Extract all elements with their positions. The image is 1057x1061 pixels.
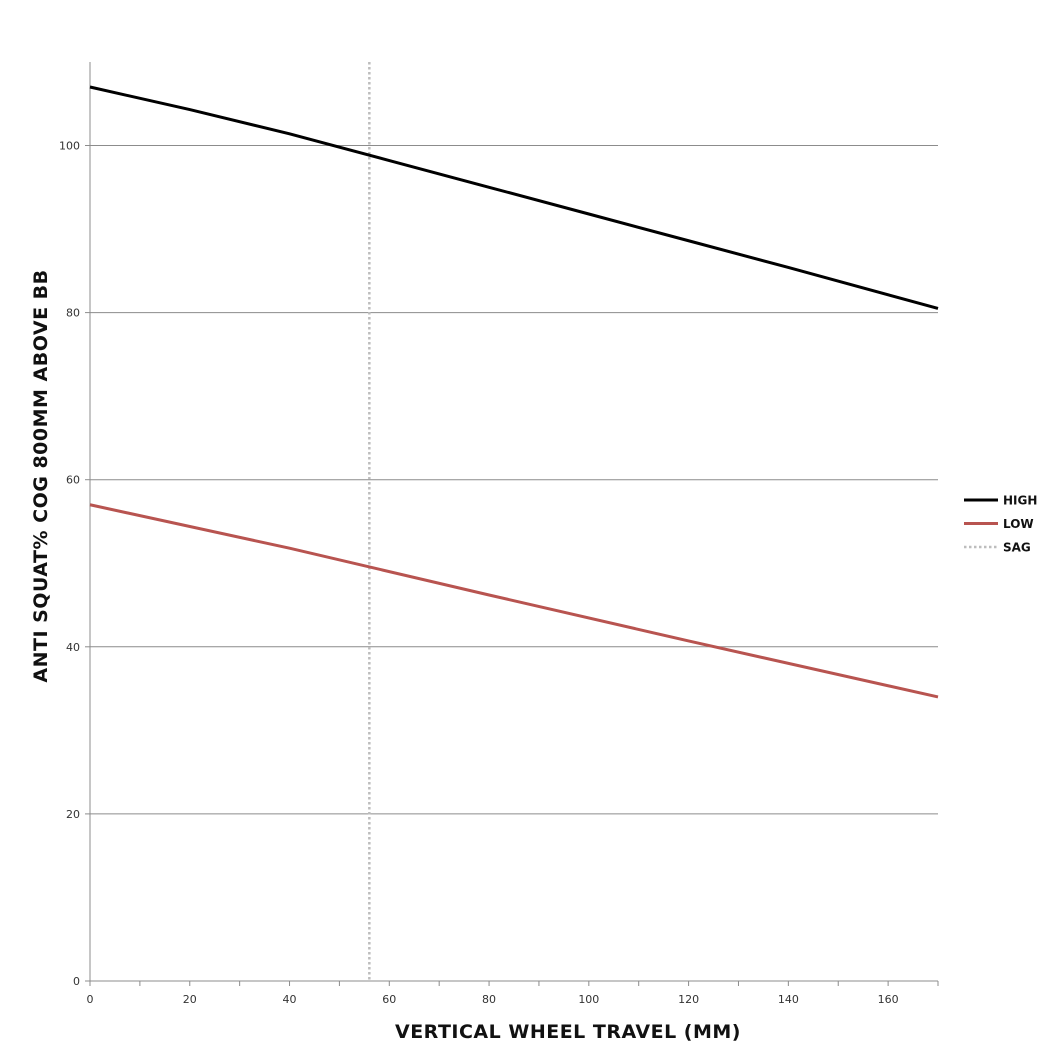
legend-label-high: HIGH xyxy=(1003,494,1037,508)
x-axis-title: VERTICAL WHEEL TRAVEL (MM) xyxy=(395,1021,741,1043)
x-tick-label: 160 xyxy=(878,993,899,1006)
y-axis-title: ANTI SQUAT% COG 800MM ABOVE BB xyxy=(30,269,52,682)
legend-label-low: LOW xyxy=(1003,517,1034,531)
y-tick-label: 60 xyxy=(66,474,80,487)
series-line-high xyxy=(89,85,939,310)
x-tick-label: 140 xyxy=(778,993,799,1006)
y-tick-label: 100 xyxy=(59,140,80,153)
x-tick-label: 80 xyxy=(482,993,496,1006)
y-tick-label: 80 xyxy=(66,307,80,320)
series-layer xyxy=(89,62,939,981)
x-tick-label: 100 xyxy=(578,993,599,1006)
x-tick-label: 0 xyxy=(87,993,94,1006)
y-tick-label: 0 xyxy=(73,975,80,988)
legend: HIGH LOW SAG xyxy=(964,494,1037,555)
series-line-low xyxy=(89,503,939,699)
x-tick-label: 60 xyxy=(382,993,396,1006)
grid-layer xyxy=(90,145,938,815)
axes-layer: 0 20 40 60 80 100 0 20 40 60 80 100 120 140 160 xyxy=(59,62,939,1006)
x-tick-label: 20 xyxy=(183,993,197,1006)
y-tick-label: 20 xyxy=(66,808,80,821)
x-tick-label: 120 xyxy=(678,993,699,1006)
x-tick-label: 40 xyxy=(283,993,297,1006)
legend-label-sag: SAG xyxy=(1003,541,1031,555)
y-tick-label: 40 xyxy=(66,641,80,654)
